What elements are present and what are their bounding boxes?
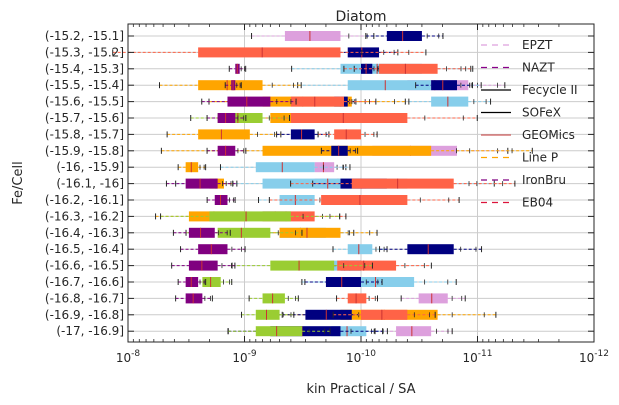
- box: [185, 162, 199, 173]
- box: [343, 277, 415, 287]
- y-tick-label: (-16.1, -16]: [56, 177, 124, 191]
- legend-label: IronBru: [522, 173, 566, 187]
- legend-label: SOFeX: [522, 106, 561, 120]
- box: [214, 195, 228, 205]
- y-tick-label: (-16.5, -16.4]: [45, 242, 124, 256]
- box: [185, 178, 218, 189]
- y-tick-label: (-16, -15.9]: [56, 160, 124, 174]
- y-tick-label: (-16.4, -16.3]: [45, 226, 124, 240]
- box: [202, 277, 221, 287]
- box: [227, 96, 271, 107]
- box: [379, 63, 438, 74]
- box: [325, 277, 361, 287]
- box: [321, 195, 408, 205]
- legend-label: GEOMics: [522, 128, 575, 142]
- box: [217, 113, 236, 123]
- y-tick-label: (-15.4, -15.3]: [45, 62, 124, 76]
- box: [361, 309, 408, 320]
- x-axis-label: kin Practical / SA: [306, 382, 415, 397]
- y-tick-label: (-15.7, -15.6]: [45, 111, 124, 125]
- x-tick-label: 10-10: [346, 349, 376, 365]
- y-tick-label: (-15.9, -15.8]: [45, 144, 124, 158]
- box: [386, 31, 422, 41]
- box: [290, 113, 408, 123]
- box: [347, 80, 432, 91]
- box: [217, 145, 236, 156]
- y-tick-label: (-16.9, -16.8]: [45, 308, 124, 322]
- box: [351, 178, 454, 189]
- box: [255, 162, 315, 173]
- boxes: [112, 31, 533, 337]
- x-tick-label: 10-11: [463, 349, 493, 365]
- y-ticks: (-15.2, -15.1] (-15.3, -15.2] (-15.4, -15.…: [45, 29, 594, 338]
- y-tick-label: (-16.3, -16.2]: [45, 209, 124, 223]
- box: [347, 293, 367, 304]
- box: [331, 326, 367, 337]
- legend-label: EPZT: [522, 38, 553, 52]
- box: [418, 293, 448, 304]
- x-tick-label: 10-8: [116, 349, 141, 365]
- box: [347, 244, 373, 255]
- legend-label: NAZT: [522, 61, 555, 75]
- legend-label: Fecycle II: [522, 83, 578, 97]
- x-ticks: 10-8 10-9 10-10 10-11 10-12: [116, 24, 609, 365]
- box: [209, 211, 291, 222]
- box: [255, 326, 303, 337]
- box: [198, 47, 341, 58]
- y-tick-label: (-16.8, -16.7]: [45, 291, 124, 305]
- box: [431, 80, 457, 91]
- box: [188, 260, 218, 271]
- legend: EPZT NAZT Fecycle II SOFeX GEOMics Line P Iron…: [481, 38, 578, 210]
- y-tick-label: (-15.3, -15.2]: [45, 45, 124, 59]
- box: [198, 244, 228, 255]
- y-tick-label: (-16.7, -16.6]: [45, 275, 124, 289]
- box: [334, 129, 361, 140]
- box: [270, 260, 335, 271]
- box: [284, 31, 341, 41]
- box: [314, 162, 335, 173]
- box: [279, 227, 341, 238]
- box: [255, 309, 280, 320]
- y-tick-label: (-17, -16.9]: [56, 324, 124, 338]
- box: [396, 326, 432, 337]
- box: [290, 96, 344, 107]
- box: [185, 293, 203, 304]
- legend-label: EB04: [522, 196, 553, 210]
- y-tick-label: (-15.6, -15.5]: [45, 95, 124, 109]
- y-tick-label: (-15.5, -15.4]: [45, 78, 124, 92]
- box: [185, 277, 199, 287]
- y-tick-label: (-15.2, -15.1]: [45, 29, 124, 43]
- box: [270, 326, 341, 337]
- chart-title: Diatom: [336, 9, 387, 25]
- box: [262, 293, 285, 304]
- x-tick-label: 10-9: [232, 349, 257, 365]
- legend-label: Line P: [522, 151, 558, 165]
- y-axis-label: Fe/Cell: [11, 161, 26, 204]
- y-tick-label: (-16.6, -16.5]: [45, 259, 124, 273]
- box: [331, 145, 348, 156]
- y-tick-label: (-15.8, -15.7]: [45, 127, 124, 141]
- x-tick-label: 10-12: [579, 349, 609, 365]
- box: [290, 129, 315, 140]
- box: [217, 227, 271, 238]
- box: [431, 96, 469, 107]
- y-tick-label: (-16.2, -16.1]: [45, 193, 124, 207]
- box: [305, 309, 352, 320]
- box: [407, 244, 454, 255]
- box: [217, 113, 263, 123]
- box: [198, 129, 250, 140]
- box: [188, 227, 215, 238]
